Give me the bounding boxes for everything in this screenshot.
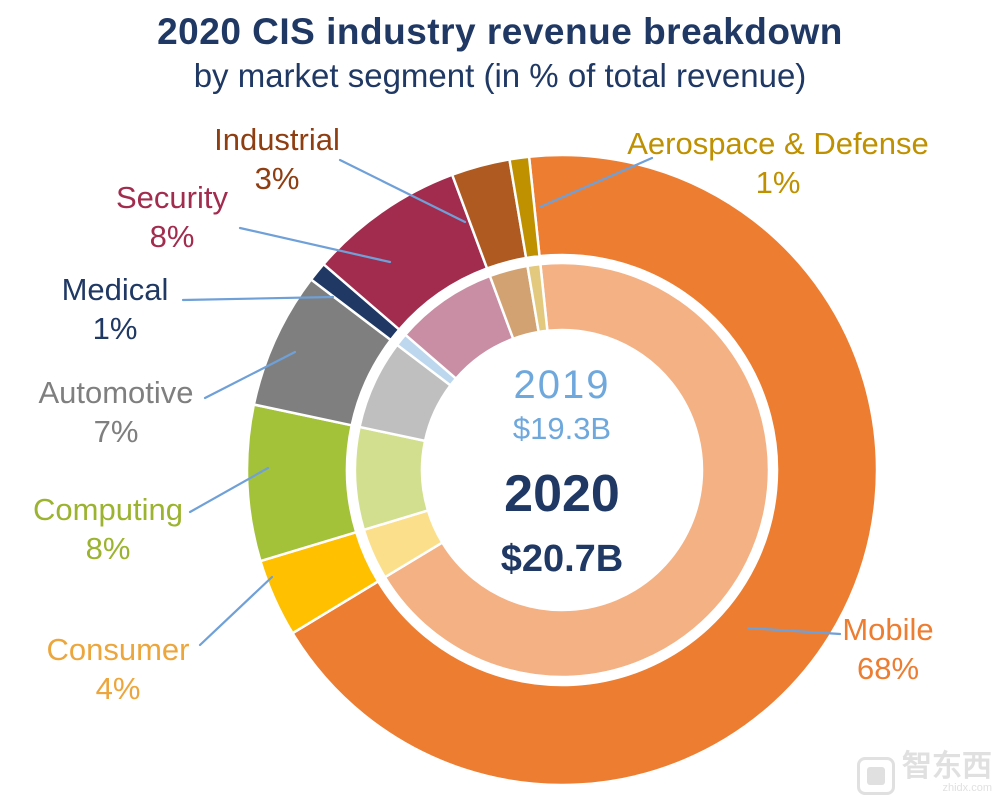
watermark: 智东西 zhidx.com (857, 752, 992, 795)
center-2019-year: 2019 (513, 363, 611, 407)
callout-consumer-pct: 4% (95, 671, 141, 706)
chart-header: 2020 CIS industry revenue breakdown by m… (0, 10, 1000, 96)
callout-mobile: Mobile 68% (842, 610, 933, 688)
callout-computing-label: Computing (33, 492, 183, 527)
callout-consumer-label: Consumer (46, 632, 190, 667)
leader-line-automotive (203, 350, 297, 400)
callout-security: Security 8% (116, 178, 228, 256)
chart-title: 2020 CIS industry revenue breakdown (157, 11, 843, 52)
watermark-text: 智东西 (902, 750, 992, 783)
donut-center-labels: 2019 $19.3B 2020 $20.7B (412, 362, 712, 582)
callout-computing-pct: 8% (85, 531, 131, 566)
leader-line-mobile (746, 626, 842, 636)
center-2019-total: $19.3B (512, 411, 612, 446)
callout-industrial-label: Industrial (214, 122, 340, 157)
callout-aerospace-defense-pct: 1% (755, 165, 801, 200)
slice-aerospace-defense-2020 (508, 155, 541, 260)
leader-line-security (238, 226, 392, 264)
center-2020-total: $20.7B (500, 538, 624, 580)
watermark-logo-icon (857, 757, 895, 795)
watermark-domain: zhidx.com (942, 782, 992, 794)
callout-security-pct: 8% (149, 219, 195, 254)
callout-computing: Computing 8% (33, 490, 183, 568)
slice-mobile-2019 (383, 261, 771, 679)
callout-aerospace-defense-label: Aerospace & Defense (627, 126, 929, 161)
leader-line-consumer (198, 575, 274, 647)
center-2020-year: 2020 (504, 465, 620, 523)
chart-subtitle: by market segment (in % of total revenue… (193, 57, 807, 94)
callout-mobile-pct: 68% (856, 651, 920, 686)
slice-computing-2020 (245, 403, 358, 563)
leader-line-computing (188, 466, 270, 514)
callout-medical: Medical 1% (62, 270, 169, 348)
slice-aerospace-defense-2019 (526, 262, 549, 334)
leader-line-aerospace-defense (538, 156, 654, 209)
callout-aerospace-defense: Aerospace & Defense 1% (627, 124, 929, 202)
leader-line-industrial (338, 158, 467, 224)
callout-automotive-label: Automotive (38, 375, 194, 410)
callout-automotive-pct: 7% (93, 414, 139, 449)
callout-security-label: Security (116, 180, 228, 215)
slice-mobile-2020 (291, 153, 879, 787)
callout-consumer: Consumer 4% (47, 630, 190, 708)
callout-automotive: Automotive 7% (38, 373, 193, 451)
callout-industrial: Industrial 3% (214, 120, 340, 198)
callout-medical-label: Medical (61, 272, 169, 307)
callout-industrial-pct: 3% (254, 161, 300, 196)
leader-line-medical (181, 295, 335, 302)
callout-mobile-label: Mobile (842, 612, 934, 647)
callout-medical-pct: 1% (92, 311, 138, 346)
